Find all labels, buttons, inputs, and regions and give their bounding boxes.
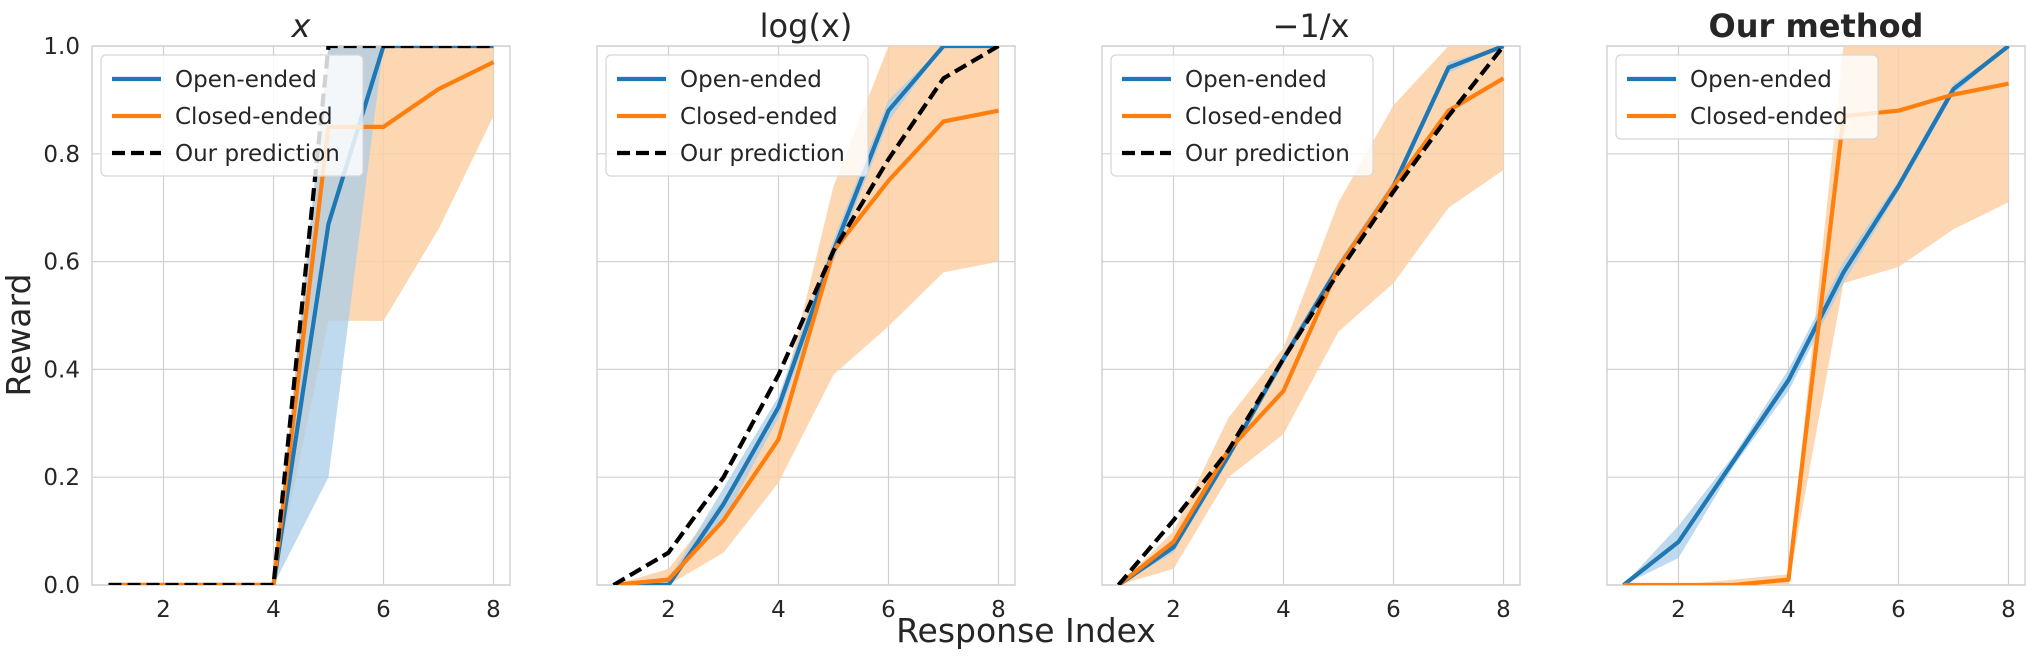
- x-axis-label: Response Index: [896, 611, 1156, 650]
- x-tick-label: 2: [1166, 597, 1181, 623]
- our-prediction-line: [1116, 46, 1506, 585]
- x-tick-label: 6: [881, 597, 896, 623]
- x-tick-label: 2: [156, 597, 171, 623]
- plot-area: [1622, 46, 2010, 585]
- legend-box: [1615, 54, 1879, 140]
- legend-box: [100, 54, 364, 177]
- legend-label-closed-ended: Closed-ended: [680, 104, 838, 130]
- panel-3: 2 4 6 8 −1/x Open-ended Closed-ended Our predic…: [1101, 7, 1521, 623]
- legend: Open-ended Closed-ended Our prediction: [1110, 54, 1374, 177]
- plot-frame: [1101, 45, 1521, 586]
- legend-label-our-prediction: Our prediction: [680, 141, 845, 167]
- closed-ended-line: [1623, 81, 2009, 585]
- panel-4: 2 4 6 8 Our method Open-ended Closed-ended: [1606, 7, 2026, 623]
- open-ended-band: [108, 46, 494, 585]
- plot-frame: [91, 45, 511, 586]
- closed-ended-line: [108, 60, 495, 585]
- plot-area: [1116, 46, 1506, 585]
- y-tick-label: 0.6: [43, 250, 80, 276]
- y-tick-label: 0.4: [43, 357, 80, 383]
- legend: Open-ended Closed-ended Our prediction: [100, 54, 364, 177]
- closed-ended-band: [613, 46, 999, 585]
- open-ended-line: [108, 46, 494, 585]
- x-tick-label: 6: [376, 597, 391, 623]
- y-tick-label: 0.2: [43, 465, 80, 491]
- legend: Open-ended Closed-ended Our prediction: [605, 54, 869, 177]
- our-prediction-line: [612, 46, 1000, 585]
- legend-label-open-ended: Open-ended: [175, 67, 317, 93]
- plot-area: [108, 46, 495, 585]
- panels: 2 4 6 8 0.0 0.2 0.4 0.6 0.8 1.0 x Open-ended Closed-…: [43, 7, 2026, 623]
- legend-box: [605, 54, 869, 177]
- legend-box: [1110, 54, 1374, 177]
- y-tick-label: 1.0: [43, 34, 80, 60]
- open-ended-band: [1623, 46, 2009, 585]
- closed-ended-line: [1117, 76, 1505, 585]
- legend-label-our-prediction: Our prediction: [175, 141, 340, 167]
- legend-label-our-prediction: Our prediction: [1185, 141, 1350, 167]
- x-tick-label: 4: [771, 597, 786, 623]
- panel-title: log(x): [760, 7, 853, 45]
- x-tick-label: 8: [2001, 597, 2016, 623]
- x-tick-label: 2: [661, 597, 676, 623]
- x-tick-label: 8: [991, 597, 1006, 623]
- closed-ended-line: [613, 108, 999, 585]
- y-tick-label: 0.8: [43, 142, 80, 168]
- legend-label-open-ended: Open-ended: [680, 67, 822, 93]
- x-tick-label: 4: [1781, 597, 1796, 623]
- panel-2: 2 4 6 8 log(x) Open-ended Closed-ended Our pred…: [596, 7, 1016, 623]
- x-tick-label: 8: [1496, 597, 1511, 623]
- legend-label-closed-ended: Closed-ended: [1185, 104, 1343, 130]
- legend-label-closed-ended: Closed-ended: [175, 104, 333, 130]
- y-tick-label: 0.0: [43, 573, 80, 599]
- x-tick-label: 8: [486, 597, 501, 623]
- x-tick-label: 6: [1891, 597, 1906, 623]
- plot-frame: [1606, 45, 2026, 586]
- legend-label-open-ended: Open-ended: [1690, 67, 1832, 93]
- x-tick-label: 4: [266, 597, 281, 623]
- x-tick-label: 4: [1276, 597, 1291, 623]
- x-tick-label: 2: [1671, 597, 1686, 623]
- panel-1: 2 4 6 8 0.0 0.2 0.4 0.6 0.8 1.0 x Open-ended Closed-…: [43, 7, 511, 623]
- open-ended-line: [1622, 46, 2010, 585]
- panel-title: Our method: [1709, 7, 1924, 45]
- panel-title: −1/x: [1273, 7, 1350, 45]
- y-axis-label: Reward: [0, 274, 38, 397]
- panel-title: x: [291, 7, 312, 45]
- plot-frame: [596, 45, 1016, 586]
- legend-label-closed-ended: Closed-ended: [1690, 104, 1848, 130]
- legend-label-open-ended: Open-ended: [1185, 67, 1327, 93]
- x-tick-label: 6: [1386, 597, 1401, 623]
- legend: Open-ended Closed-ended: [1615, 54, 1879, 140]
- plot-area: [612, 46, 1000, 585]
